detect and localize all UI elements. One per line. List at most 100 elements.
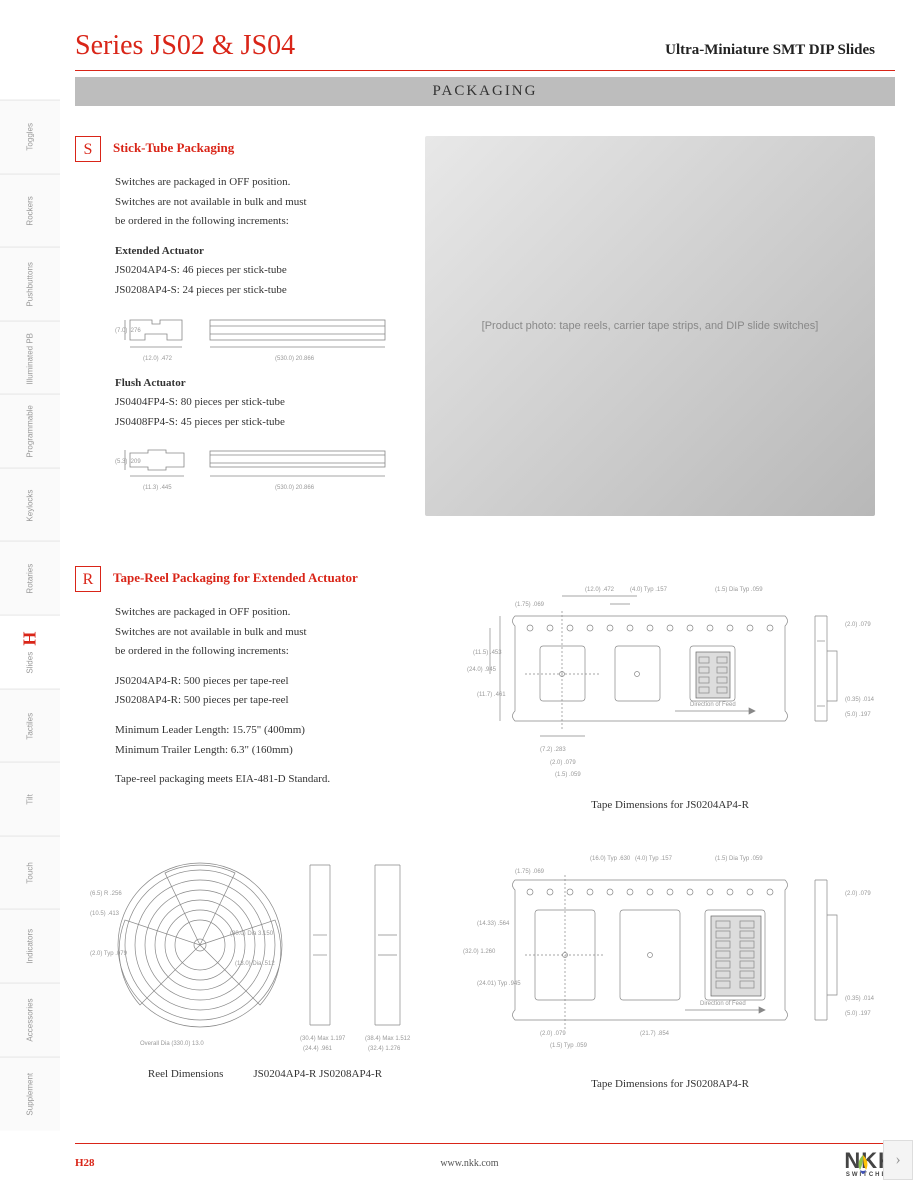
svg-text:(1.75) .069: (1.75) .069 — [515, 602, 545, 608]
st-intro2: Switches are not available in bulk and m… — [115, 194, 415, 212]
svg-text:(21.7) .854: (21.7) .854 — [640, 1031, 670, 1037]
svg-text:(80.0) Dia 3.150: (80.0) Dia 3.150 — [230, 931, 274, 937]
svg-text:(7.0) .276: (7.0) .276 — [115, 328, 141, 334]
tape2-caption: Tape Dimensions for JS0208AP4-R — [455, 1078, 885, 1090]
svg-text:(5.0) .197: (5.0) .197 — [845, 1011, 871, 1017]
bottom-diagrams: (6.5) R .256 (10.5) .413 (2.0) Typ .079 … — [75, 845, 895, 1075]
svg-text:(6.5) R .256: (6.5) R .256 — [90, 891, 122, 897]
tape-reel-body: Switches are packaged in OFF position. S… — [115, 604, 415, 789]
tab-tactiles[interactable]: Tactiles — [0, 689, 60, 763]
ext-heading: Extended Actuator — [115, 245, 204, 257]
svg-text:(24.01) Typ .945: (24.01) Typ .945 — [477, 981, 521, 987]
svg-text:(1.5) Dia Typ .059: (1.5) Dia Typ .059 — [715, 856, 763, 862]
st-intro3: be ordered in the following increments: — [115, 213, 415, 231]
tape-diagram-2: (32.0) 1.260 (1.75) .069 (16.0) Typ .630… — [455, 835, 885, 1090]
tr-trailer: Minimum Trailer Length: 6.3" (160mm) — [115, 742, 415, 760]
svg-text:(2.0) .079: (2.0) .079 — [845, 622, 871, 628]
next-page-arrow[interactable]: › — [883, 1140, 913, 1180]
product-photo: [Product photo: tape reels, carrier tape… — [425, 136, 875, 516]
svg-text:(11.5) .453: (11.5) .453 — [473, 650, 502, 656]
tab-letter: H — [20, 631, 41, 645]
leaf-icon — [848, 1150, 878, 1180]
stick-tube-title: Stick-Tube Packaging — [113, 136, 234, 156]
svg-text:(11.7) .461: (11.7) .461 — [477, 692, 506, 698]
series-title: Series JS02 & JS04 — [75, 30, 295, 62]
svg-text:(0.35) .014: (0.35) .014 — [845, 697, 875, 703]
svg-text:(32.4) 1.276: (32.4) 1.276 — [368, 1046, 401, 1052]
tab-toggles[interactable]: Toggles — [0, 100, 60, 174]
tab-programmable[interactable]: Programmable — [0, 394, 60, 468]
tab-slides[interactable]: Slides H — [0, 615, 60, 689]
tab-rotaries[interactable]: Rotaries — [0, 541, 60, 615]
svg-text:(2.0) .079: (2.0) .079 — [540, 1031, 566, 1037]
tape-reel-title: Tape-Reel Packaging for Extended Actuato… — [113, 566, 358, 586]
tape-diagram-1: (24.0) .945 (1.75) .069 (12.0) .472 (4.0… — [455, 556, 885, 811]
ext-line1: JS0204AP4-S: 46 pieces per stick-tube — [115, 262, 415, 280]
svg-text:(32.0) 1.260: (32.0) 1.260 — [463, 949, 496, 955]
subtitle: Ultra-Miniature SMT DIP Slides — [665, 42, 875, 59]
page-header: Series JS02 & JS04 Ultra-Miniature SMT D… — [75, 30, 895, 71]
page-footer: H28 www.nkk.com NKK SWITCHES — [75, 1143, 895, 1178]
svg-text:(5.0) .197: (5.0) .197 — [845, 712, 871, 718]
tr-intro1: Switches are packaged in OFF position. — [115, 604, 415, 622]
svg-text:(24.0) .945: (24.0) .945 — [467, 667, 497, 673]
svg-text:(1.5) .059: (1.5) .059 — [555, 772, 581, 778]
svg-text:(10.5) .413: (10.5) .413 — [90, 911, 120, 917]
stick-tube-section: S Stick-Tube Packaging Switches are pack… — [75, 136, 895, 536]
svg-text:(11.3) .445: (11.3) .445 — [143, 485, 172, 491]
tab-accessories[interactable]: Accessories — [0, 983, 60, 1057]
flush-line2: JS0408FP4-S: 45 pieces per stick-tube — [115, 414, 415, 432]
svg-text:Direction of Feed: Direction of Feed — [690, 702, 736, 708]
tr-intro2: Switches are not available in bulk and m… — [115, 624, 415, 642]
svg-text:Overall Dia (330.0) 13.0: Overall Dia (330.0) 13.0 — [140, 1041, 204, 1047]
svg-text:(24.4) .961: (24.4) .961 — [303, 1046, 333, 1052]
tab-tilt[interactable]: Tilt — [0, 762, 60, 836]
footer-url: www.nkk.com — [440, 1158, 498, 1169]
tab-keylocks[interactable]: Keylocks — [0, 468, 60, 542]
tab-illuminated[interactable]: Illuminated PB — [0, 321, 60, 395]
badge-r: R — [75, 566, 101, 592]
svg-text:(0.35) .014: (0.35) .014 — [845, 996, 875, 1002]
page-content: Series JS02 & JS04 Ultra-Miniature SMT D… — [75, 0, 895, 1188]
tr-standard: Tape-reel packaging meets EIA-481-D Stan… — [115, 771, 415, 789]
flush-line1: JS0404FP4-S: 80 pieces per stick-tube — [115, 394, 415, 412]
svg-text:(5.3) .209: (5.3) .209 — [115, 459, 141, 465]
tab-touch[interactable]: Touch — [0, 836, 60, 910]
st-intro1: Switches are packaged in OFF position. — [115, 174, 415, 192]
flush-body: Flush Actuator JS0404FP4-S: 80 pieces pe… — [115, 375, 415, 432]
svg-text:(12.0) .472: (12.0) .472 — [585, 587, 615, 593]
svg-text:(4.0) Typ .157: (4.0) Typ .157 — [630, 587, 668, 593]
tab-supplement[interactable]: Supplement — [0, 1057, 60, 1131]
tape-reel-section: R Tape-Reel Packaging for Extended Actua… — [75, 566, 895, 826]
badge-s: S — [75, 136, 101, 162]
tape1-caption: Tape Dimensions for JS0204AP4-R — [455, 799, 885, 811]
svg-text:(2.0) Typ .079: (2.0) Typ .079 — [90, 951, 128, 957]
svg-text:(7.2) .283: (7.2) .283 — [540, 747, 566, 753]
svg-text:(2.0) .079: (2.0) .079 — [845, 891, 871, 897]
tr-intro3: be ordered in the following increments: — [115, 643, 415, 661]
tr-line2: JS0208AP4-R: 500 pieces per tape-reel — [115, 692, 415, 710]
svg-text:(38.4) Max 1.512: (38.4) Max 1.512 — [365, 1036, 411, 1042]
svg-text:(16.0) Typ .630: (16.0) Typ .630 — [590, 856, 631, 862]
svg-text:(1.5) Dia Typ .059: (1.5) Dia Typ .059 — [715, 587, 763, 593]
tab-rockers[interactable]: Rockers — [0, 174, 60, 248]
tr-leader: Minimum Leader Length: 15.75" (400mm) — [115, 722, 415, 740]
svg-text:(530.0) 20.866: (530.0) 20.866 — [275, 485, 315, 491]
reel-caption: Reel Dimensions — [148, 1068, 223, 1080]
reel-parts: JS0204AP4-R JS0208AP4-R — [253, 1068, 382, 1080]
tab-indicators[interactable]: Indicators — [0, 909, 60, 983]
section-banner: PACKAGING — [75, 77, 895, 106]
svg-text:(4.0) Typ .157: (4.0) Typ .157 — [635, 856, 673, 862]
svg-text:(14.33) .564: (14.33) .564 — [477, 921, 510, 927]
svg-text:Direction of Feed: Direction of Feed — [700, 1001, 746, 1007]
tab-pushbuttons[interactable]: Pushbuttons — [0, 247, 60, 321]
sidebar-tabs: Toggles Rockers Pushbuttons Illuminated … — [0, 100, 60, 1130]
svg-text:(1.75) .069: (1.75) .069 — [515, 869, 545, 875]
page-number: H28 — [75, 1157, 95, 1169]
svg-text:(12.0) .472: (12.0) .472 — [143, 356, 173, 362]
tr-line1: JS0204AP4-R: 500 pieces per tape-reel — [115, 673, 415, 691]
svg-text:(30.4) Max 1.197: (30.4) Max 1.197 — [300, 1036, 346, 1042]
svg-text:(1.5) Typ .059: (1.5) Typ .059 — [550, 1043, 588, 1049]
flush-heading: Flush Actuator — [115, 377, 186, 389]
svg-text:(530.0) 20.866: (530.0) 20.866 — [275, 356, 315, 362]
